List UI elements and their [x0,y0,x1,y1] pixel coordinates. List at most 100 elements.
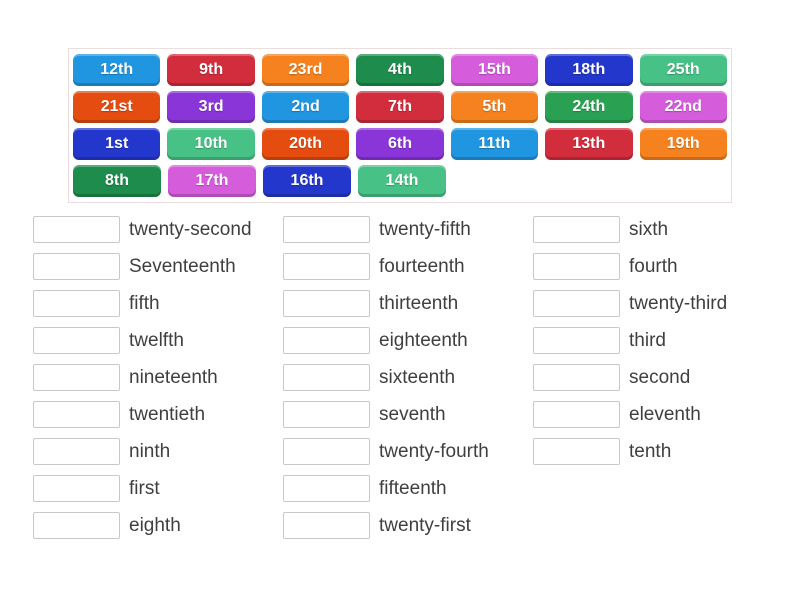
match-word: seventh [379,403,446,425]
match-row: nineteenth [33,364,252,391]
match-row: twenty-third [533,290,727,317]
match-word: second [629,366,691,388]
match-word: fifth [129,292,160,314]
tile-15th[interactable]: 15th [450,54,539,86]
tile-bank-row: 8th 17th 16th 14th [73,165,727,197]
answer-slot-twenty-fifth[interactable] [283,216,370,243]
match-row: twenty-fifth [283,216,489,243]
answer-slot-sixth[interactable] [533,216,620,243]
tile-17th[interactable]: 17th [168,165,256,197]
match-word: fourth [629,255,678,277]
match-row: twelfth [33,327,252,354]
tile-bank-row: 21st 3rd 2nd 7th 5th 24th 22nd [73,91,727,123]
answer-slot-Seventeenth[interactable] [33,253,120,280]
match-word: thirteenth [379,292,459,314]
tile-11th[interactable]: 11th [450,128,539,160]
match-word: twenty-second [129,218,252,240]
tile-12th[interactable]: 12th [73,54,161,86]
answer-slot-eighteenth[interactable] [283,327,370,354]
tile-25th[interactable]: 25th [639,54,727,86]
tile-4th[interactable]: 4th [356,54,444,86]
answer-slot-twenty-third[interactable] [533,290,620,317]
answer-slot-ninth[interactable] [33,438,120,465]
match-row: Seventeenth [33,253,252,280]
match-word: sixth [629,218,669,240]
tile-10th[interactable]: 10th [167,128,255,160]
match-row: eleventh [533,401,727,428]
tile-20th[interactable]: 20th [261,128,350,160]
match-word: fifteenth [379,477,447,499]
answer-slot-fourteenth[interactable] [283,253,370,280]
answer-slot-eleventh[interactable] [533,401,620,428]
match-row: thirteenth [283,290,489,317]
match-word: twenty-third [629,292,728,314]
match-row: eighth [33,512,252,539]
tile-5th[interactable]: 5th [450,91,539,123]
match-word: twenty-fifth [379,218,471,240]
answer-slot-sixteenth[interactable] [283,364,370,391]
match-row: seventh [283,401,489,428]
match-word: ninth [129,440,171,462]
tile-3rd[interactable]: 3rd [167,91,255,123]
tile-6th[interactable]: 6th [356,128,444,160]
match-column-1: twenty-second Seventeenth fifth twelfth nine… [33,216,252,549]
tile-22nd[interactable]: 22nd [639,91,727,123]
answer-slot-tenth[interactable] [533,438,620,465]
tile-2nd[interactable]: 2nd [261,91,350,123]
match-word: sixteenth [379,366,456,388]
tile-9th[interactable]: 9th [167,54,255,86]
tile-19th[interactable]: 19th [639,128,727,160]
match-word: nineteenth [129,366,218,388]
answer-slot-fifth[interactable] [33,290,120,317]
match-row: third [533,327,727,354]
tile-bank: 12th 9th 23rd 4th 15th 18th 25th 21st 3rd 2nd 7th 5… [68,48,732,203]
tile-24th[interactable]: 24th [545,91,633,123]
tile-21st[interactable]: 21st [73,91,161,123]
match-word: Seventeenth [129,255,236,277]
match-row: twenty-fourth [283,438,489,465]
match-word: twelfth [129,329,184,351]
tile-18th[interactable]: 18th [545,54,633,86]
match-row: twenty-first [283,512,489,539]
answer-slot-fourth[interactable] [533,253,620,280]
answer-slot-third[interactable] [533,327,620,354]
answer-slot-twenty-second[interactable] [33,216,120,243]
tile-16th[interactable]: 16th [263,165,351,197]
answer-slot-eighth[interactable] [33,512,120,539]
answer-slot-twenty-first[interactable] [283,512,370,539]
match-row: eighteenth [283,327,489,354]
answer-slot-twelfth[interactable] [33,327,120,354]
match-row: second [533,364,727,391]
match-word: twentieth [129,403,206,425]
answer-slot-twentieth[interactable] [33,401,120,428]
tile-7th[interactable]: 7th [356,91,444,123]
tile-8th[interactable]: 8th [73,165,161,197]
match-word: eleventh [629,403,701,425]
answer-slot-thirteenth[interactable] [283,290,370,317]
match-word: first [129,477,160,499]
match-word: eighth [129,514,181,536]
match-row: fourteenth [283,253,489,280]
answer-slot-second[interactable] [533,364,620,391]
match-row: tenth [533,438,727,465]
answer-slot-nineteenth[interactable] [33,364,120,391]
tile-23rd[interactable]: 23rd [261,54,350,86]
tile-13th[interactable]: 13th [545,128,633,160]
tile-1st[interactable]: 1st [73,128,161,160]
match-row: twentieth [33,401,252,428]
answer-slot-twenty-fourth[interactable] [283,438,370,465]
answer-slot-first[interactable] [33,475,120,502]
tile-14th[interactable]: 14th [358,165,446,197]
match-row: fifteenth [283,475,489,502]
match-column-2: twenty-fifth fourteenth thirteenth eighteen… [283,216,489,549]
match-word: twenty-first [379,514,471,536]
answer-slot-seventh[interactable] [283,401,370,428]
tile-bank-row: 12th 9th 23rd 4th 15th 18th 25th [73,54,727,86]
match-row: sixth [533,216,727,243]
match-row: ninth [33,438,252,465]
answer-slot-fifteenth[interactable] [283,475,370,502]
match-word: tenth [629,440,672,462]
match-row: sixteenth [283,364,489,391]
match-row: fourth [533,253,727,280]
match-word: eighteenth [379,329,468,351]
